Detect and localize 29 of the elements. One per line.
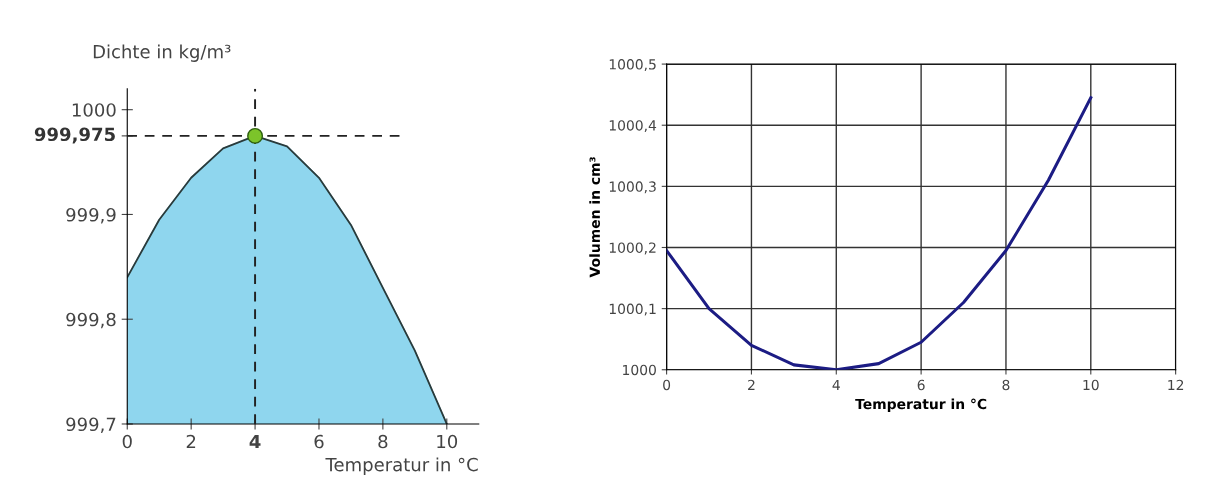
y-tick-label: 999,8 [66,312,116,329]
x-tick-label: 0 [122,434,132,449]
x-axis-title: Temperatur in °C [325,457,478,475]
y-tick-label: 999,9 [66,207,116,224]
x-tick-label: 2 [748,379,755,391]
x-tick-label: 2 [186,434,196,449]
y-axis-title: Dichte in kg/m³ [93,44,231,62]
x-axis-title: Temperatur in °C [855,398,987,412]
x-tick-label: 4 [832,379,840,391]
y-tick-label: 1000,3 [609,181,656,194]
y-axis-title: Volumen in cm³ [589,157,601,278]
y-tick-label: 1000,2 [609,242,656,255]
x-tick-label: 8 [378,434,388,449]
x-tick-label: 12 [1168,379,1184,391]
x-tick-label: 0 [663,379,671,391]
x-tick-label: 6 [917,379,925,391]
line-series [666,96,1093,370]
y-tick-label: 1000 [623,364,656,376]
x-tick-label: 10 [1083,379,1099,391]
y-tick-label: 999,7 [66,417,116,433]
y-tick-label: 1000,1 [609,303,656,316]
x-tick-label: 6 [314,434,324,449]
y-tick-label: 1000,4 [609,120,657,133]
y-tick-label: 1000,5 [609,59,656,71]
x-tick-label: 4 [249,434,261,449]
x-tick-label: 8 [1002,379,1010,391]
y-tick-label: 1000 [72,103,116,117]
x-tick-label: 10 [437,434,458,449]
ref-line-label: 999,975 [34,127,115,144]
